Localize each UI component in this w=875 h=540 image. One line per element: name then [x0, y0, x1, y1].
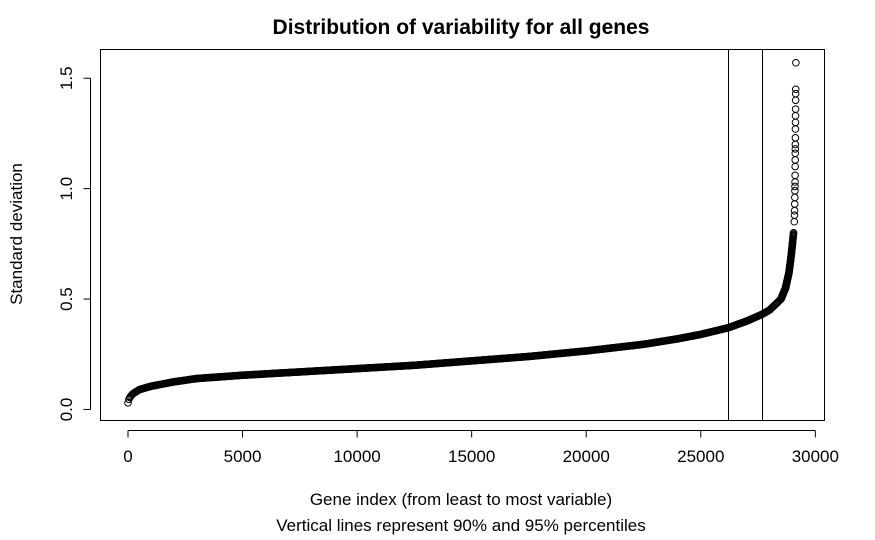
y-tick-label: 1.5: [57, 66, 76, 90]
data-point: [791, 125, 800, 133]
data-point: [791, 171, 799, 180]
data-point: [791, 156, 800, 164]
data-point: [791, 178, 799, 186]
plot-frame: [100, 49, 825, 421]
data-point: [791, 145, 800, 153]
y-tick-label: 1.0: [57, 177, 76, 201]
data-points: [124, 58, 800, 407]
y-axis: 0.0 0.5 1.0 1.5: [57, 66, 91, 421]
percentile-lines: [728, 49, 763, 421]
data-point: [791, 187, 799, 195]
data-point: [791, 134, 800, 142]
data-point: [791, 111, 800, 120]
data-point: [124, 399, 132, 407]
data-point: [791, 105, 800, 113]
data-point: [791, 96, 800, 105]
x-tick-label: 25000: [677, 447, 724, 466]
chart-subtitle: Vertical lines represent 90% and 95% per…: [276, 516, 646, 535]
x-tick-label: 20000: [563, 447, 610, 466]
x-tick-label: 10000: [333, 447, 380, 466]
data-point: [791, 89, 800, 98]
data-point: [791, 149, 800, 158]
data-point: [791, 162, 799, 171]
chart-title: Distribution of variability for all gene…: [273, 16, 650, 39]
data-point: [791, 118, 800, 127]
y-tick-label: 0.5: [57, 287, 76, 311]
data-point: [791, 140, 800, 149]
data-point: [792, 58, 800, 67]
x-axis: 0 5000 10000 15000 20000 25000 30000: [123, 430, 839, 466]
data-point: [791, 182, 799, 191]
data-point: [791, 193, 799, 202]
x-axis-label: Gene index (from least to most variable): [310, 490, 612, 509]
data-point: [789, 228, 798, 237]
data-point: [790, 211, 799, 219]
x-tick-label: 30000: [792, 447, 839, 466]
data-point: [791, 85, 800, 94]
y-tick-label: 0.0: [57, 398, 76, 422]
x-tick-label: 15000: [448, 447, 495, 466]
x-tick-label: 5000: [224, 447, 262, 466]
data-point: [790, 206, 799, 215]
data-point: [790, 200, 799, 208]
y-axis-label: Standard deviation: [7, 163, 26, 305]
data-point: [790, 217, 799, 226]
x-tick-label: 0: [123, 447, 132, 466]
